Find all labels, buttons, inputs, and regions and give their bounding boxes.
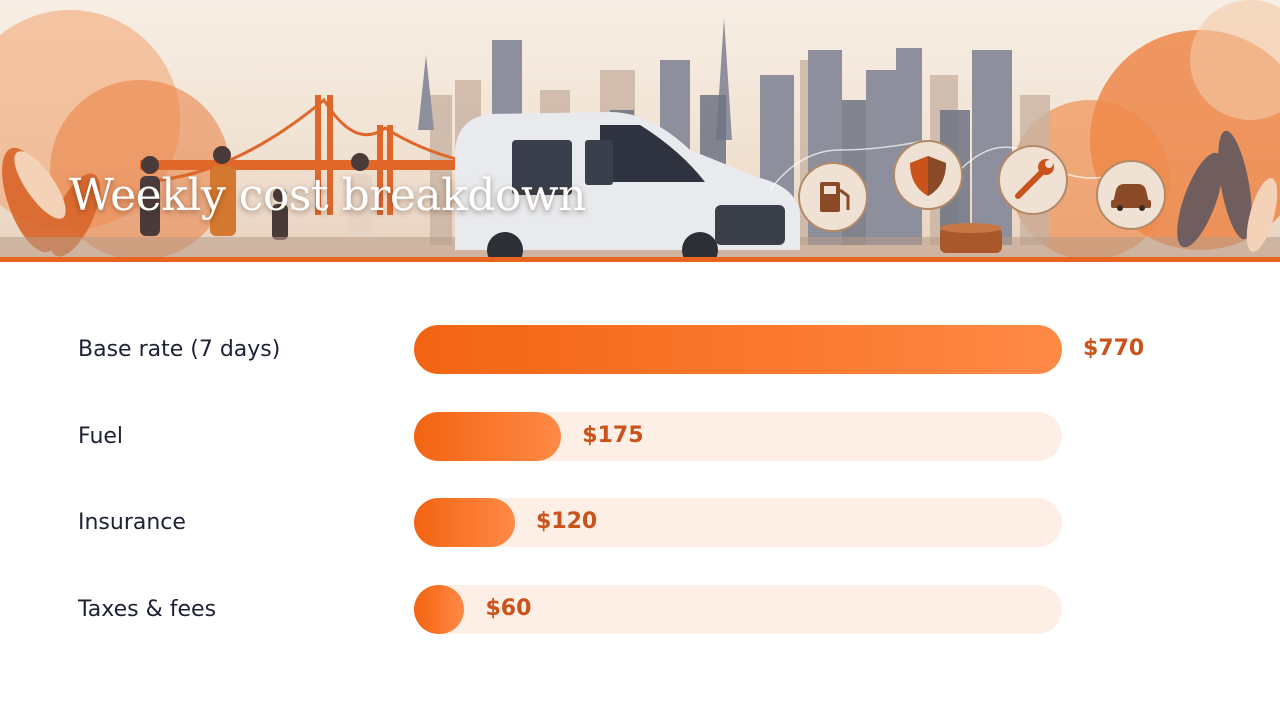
bar-track <box>414 325 1062 374</box>
page-title: Weekly cost breakdown <box>69 170 586 221</box>
bar-row: Insurance $120 <box>0 498 1280 548</box>
category-label: Base rate (7 days) <box>78 337 281 362</box>
bar-row: Base rate (7 days) $770 <box>0 325 1280 375</box>
value-label: $770 <box>1083 336 1145 361</box>
header-divider <box>0 257 1280 262</box>
wrench-icon <box>998 145 1068 215</box>
car-icon <box>1096 160 1166 230</box>
bar-row: Fuel $175 <box>0 411 1280 462</box>
category-label: Fuel <box>78 423 124 449</box>
bar <box>414 325 1062 374</box>
header-illustration-art <box>0 0 1280 257</box>
cost-bar-chart: Base rate (7 days) $770 Fuel $175 Insurance $… <box>0 262 1280 720</box>
category-label: Insurance <box>78 510 186 535</box>
shield-icon <box>893 140 963 210</box>
value-label: $60 <box>485 595 532 621</box>
value-label: $120 <box>535 509 598 534</box>
bar <box>414 411 562 461</box>
bar <box>414 584 465 634</box>
bar-track <box>414 411 1062 461</box>
fuel-icon <box>798 162 868 232</box>
category-label: Taxes & fees <box>78 596 217 622</box>
value-label: $175 <box>582 422 644 448</box>
bar-track <box>414 498 1062 547</box>
bar-track <box>414 584 1062 634</box>
header-illustration: Weekly cost breakdown <box>0 0 1280 257</box>
bar <box>414 498 515 547</box>
bar-row: Taxes & fees $60 <box>0 584 1280 635</box>
